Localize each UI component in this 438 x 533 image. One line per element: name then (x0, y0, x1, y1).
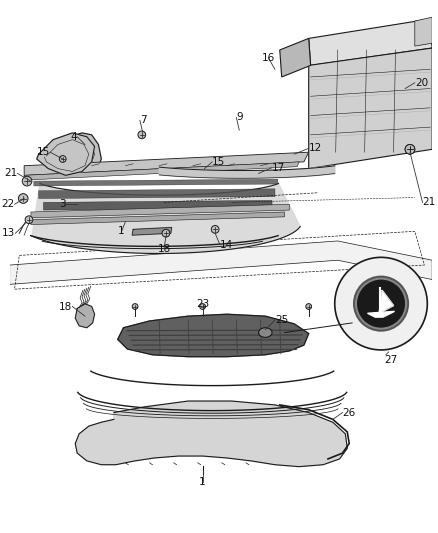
Text: 26: 26 (343, 408, 356, 418)
Polygon shape (415, 17, 432, 46)
Polygon shape (118, 314, 309, 357)
Circle shape (405, 144, 415, 154)
Polygon shape (10, 241, 432, 284)
Polygon shape (32, 183, 300, 254)
Text: 25: 25 (275, 315, 288, 325)
Circle shape (200, 304, 205, 310)
Polygon shape (37, 133, 95, 175)
Polygon shape (309, 19, 432, 66)
Text: 4: 4 (71, 132, 77, 142)
Text: 9: 9 (237, 112, 243, 123)
Polygon shape (75, 304, 95, 328)
Polygon shape (280, 38, 311, 77)
Circle shape (405, 144, 415, 154)
Polygon shape (159, 166, 335, 178)
Text: 1: 1 (199, 477, 206, 487)
Polygon shape (43, 200, 272, 210)
Text: 15: 15 (212, 157, 226, 167)
Polygon shape (24, 152, 309, 175)
Polygon shape (75, 401, 347, 466)
Circle shape (354, 277, 408, 330)
Circle shape (22, 176, 32, 186)
Circle shape (60, 156, 66, 163)
Text: 12: 12 (309, 143, 322, 154)
Polygon shape (39, 189, 275, 198)
Polygon shape (31, 204, 290, 218)
Circle shape (306, 304, 311, 310)
Circle shape (335, 257, 427, 350)
Circle shape (132, 304, 138, 310)
Text: 18: 18 (59, 302, 72, 311)
Polygon shape (34, 179, 278, 186)
Polygon shape (31, 212, 285, 224)
Polygon shape (379, 290, 394, 313)
Ellipse shape (258, 328, 272, 337)
Text: 21: 21 (4, 168, 18, 179)
Polygon shape (367, 311, 395, 317)
Text: 3: 3 (59, 199, 66, 209)
Text: 23: 23 (196, 298, 209, 309)
Text: 22: 22 (1, 199, 14, 209)
Circle shape (25, 216, 33, 223)
Circle shape (162, 229, 170, 237)
Polygon shape (309, 48, 432, 168)
Text: 17: 17 (272, 163, 285, 173)
Polygon shape (132, 228, 172, 235)
Polygon shape (60, 133, 101, 175)
Text: 7: 7 (140, 115, 147, 125)
Circle shape (18, 193, 28, 203)
Text: 16: 16 (261, 53, 275, 63)
Text: 21: 21 (423, 197, 436, 207)
Text: 20: 20 (415, 78, 428, 88)
Text: 1: 1 (118, 227, 125, 236)
Text: 14: 14 (220, 240, 233, 250)
Text: 27: 27 (384, 354, 397, 365)
Circle shape (211, 225, 219, 233)
Text: 18: 18 (157, 244, 171, 254)
Polygon shape (24, 162, 299, 180)
Text: 15: 15 (37, 147, 50, 157)
Circle shape (138, 131, 146, 139)
Text: 13: 13 (2, 228, 15, 238)
